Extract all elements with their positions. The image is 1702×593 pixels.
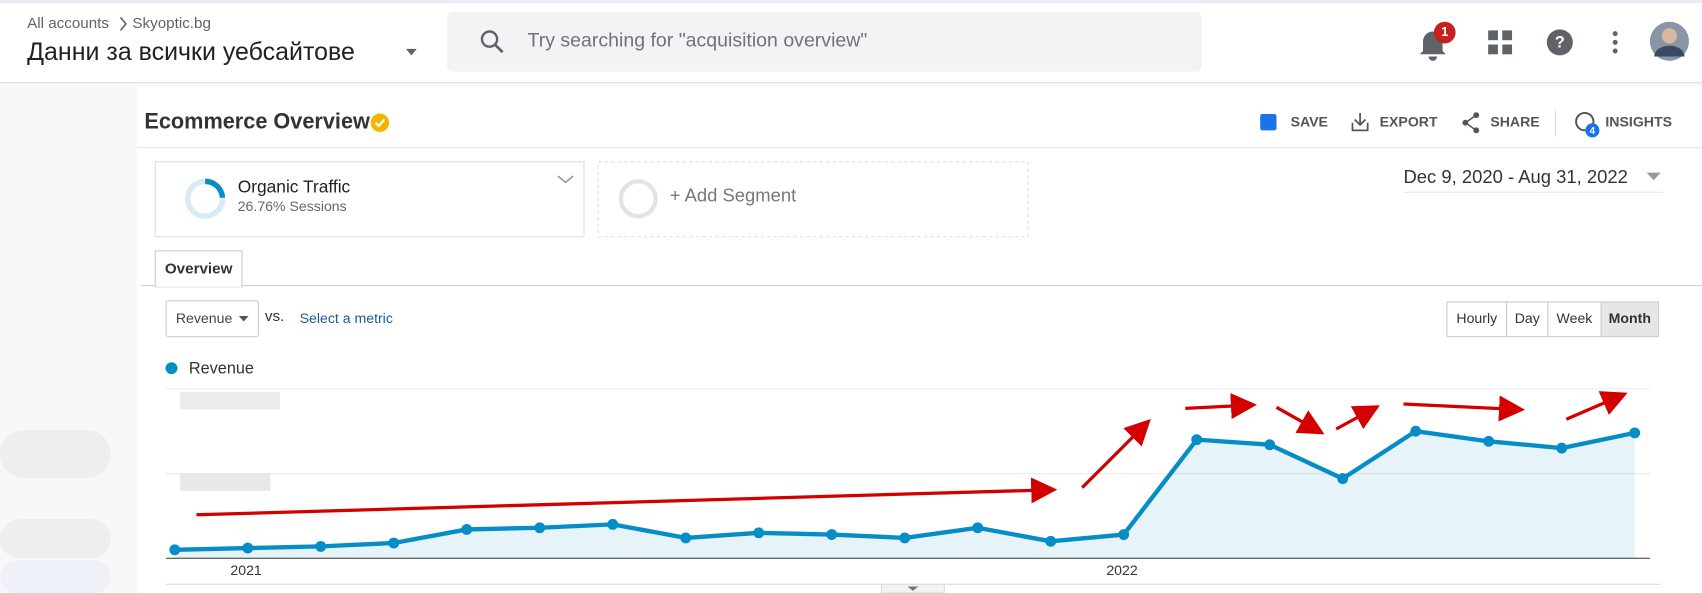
action-save[interactable]: SAVE xyxy=(1291,113,1328,129)
segment-name: Organic Traffic xyxy=(238,176,351,196)
metric-select[interactable] xyxy=(165,300,259,338)
point xyxy=(826,529,838,540)
point xyxy=(388,537,400,549)
vs-label: vs. xyxy=(265,308,284,325)
insights-icon[interactable] xyxy=(1575,111,1595,132)
report-title: Ecommerce Overview xyxy=(144,108,370,133)
point xyxy=(461,524,473,535)
segment-dropdown[interactable] xyxy=(557,175,574,184)
verified-check xyxy=(374,118,386,128)
action-insights[interactable]: INSIGHTS xyxy=(1605,113,1672,129)
share-icon[interactable] xyxy=(1462,112,1480,134)
notification-count: 1 xyxy=(1441,24,1448,39)
save-icon[interactable] xyxy=(1260,114,1277,131)
breadcrumb[interactable]: Skyoptic.bg xyxy=(132,15,210,32)
point xyxy=(607,518,619,530)
granularity-label[interactable]: Month xyxy=(1609,310,1651,326)
sidebar-item[interactable] xyxy=(0,430,111,478)
search-placeholder[interactable]: Try searching for "acquisition overview" xyxy=(528,29,868,51)
avatar-body xyxy=(1654,45,1685,57)
apps-icon[interactable] xyxy=(1488,30,1513,55)
search-icon xyxy=(480,30,499,48)
chart: 2021 2022 Revenue xyxy=(165,360,1650,578)
search-icon xyxy=(494,43,504,54)
avatar-face xyxy=(1661,28,1678,44)
date-range-dropdown[interactable] xyxy=(1646,172,1661,181)
more-icon[interactable] xyxy=(1612,31,1618,54)
x-tick-label: 2021 xyxy=(230,562,262,578)
granularity-label[interactable]: Hourly xyxy=(1456,310,1498,326)
help-icon-glyph: ? xyxy=(1555,34,1565,52)
export-icon[interactable] xyxy=(1351,112,1369,132)
metric-dropdown xyxy=(238,316,249,322)
area xyxy=(174,431,1635,559)
segment-card[interactable] xyxy=(154,161,585,238)
action-share[interactable]: SHARE xyxy=(1490,113,1539,129)
granularity-group: Hourly Day Week Month xyxy=(1446,301,1660,338)
x-tick-label: 2022 xyxy=(1106,562,1138,578)
tab[interactable] xyxy=(154,250,243,288)
point xyxy=(1118,529,1130,540)
notification-badge xyxy=(1433,21,1456,44)
legend-label: Revenue xyxy=(189,360,254,378)
segment-donut-share xyxy=(204,178,226,199)
granularity-button[interactable] xyxy=(1547,301,1602,338)
property-name[interactable]: Данни за всички уебсайтове xyxy=(27,38,355,66)
point xyxy=(315,540,327,552)
point xyxy=(1264,439,1276,451)
point xyxy=(1410,425,1422,437)
add-segment-circle xyxy=(618,179,658,219)
action-export[interactable]: EXPORT xyxy=(1380,113,1438,129)
breadcrumb-chevron xyxy=(119,16,127,31)
point xyxy=(534,522,546,534)
point xyxy=(680,532,692,544)
sidebar-item[interactable] xyxy=(0,560,111,593)
point xyxy=(1337,473,1349,485)
chart-resize-arrow xyxy=(907,586,919,591)
breadcrumb[interactable]: All accounts xyxy=(27,15,109,32)
point xyxy=(1483,435,1495,447)
blurred-axis-label xyxy=(180,473,271,491)
granularity-button[interactable] xyxy=(1600,301,1660,338)
granularity-label[interactable]: Day xyxy=(1515,310,1541,326)
sidebar-item[interactable] xyxy=(0,519,111,559)
point xyxy=(753,527,765,539)
select-metric[interactable]: Select a metric xyxy=(300,310,393,326)
insights-count: 4 xyxy=(1590,126,1596,137)
point xyxy=(1629,427,1641,439)
verified-badge xyxy=(370,113,390,132)
help-icon[interactable] xyxy=(1546,29,1573,56)
add-segment[interactable]: + Add Segment xyxy=(670,184,797,205)
add-segment-card[interactable] xyxy=(597,161,1029,238)
tab-label[interactable]: Overview xyxy=(165,260,233,277)
point xyxy=(1556,442,1568,454)
search-box[interactable] xyxy=(447,11,1202,72)
date-range[interactable]: Dec 9, 2020 - Aug 31, 2022 xyxy=(1403,166,1627,187)
segment-detail: 26.76% Sessions xyxy=(238,198,347,214)
property-dropdown[interactable] xyxy=(405,48,417,56)
metric-select-label[interactable]: Revenue xyxy=(176,310,233,326)
granularity-label[interactable]: Week xyxy=(1557,310,1594,326)
annotation-arrows xyxy=(196,391,1628,517)
legend-marker xyxy=(165,362,178,375)
blurred-axis-label xyxy=(180,392,281,410)
point xyxy=(1045,535,1057,547)
insights-badge xyxy=(1585,123,1600,138)
granularity-button[interactable] xyxy=(1506,301,1549,338)
point xyxy=(242,542,254,554)
point xyxy=(169,544,181,556)
point xyxy=(899,532,911,544)
point xyxy=(972,522,984,534)
point xyxy=(1191,434,1203,446)
top-strip xyxy=(0,0,1702,4)
granularity-button[interactable] xyxy=(1446,301,1508,338)
